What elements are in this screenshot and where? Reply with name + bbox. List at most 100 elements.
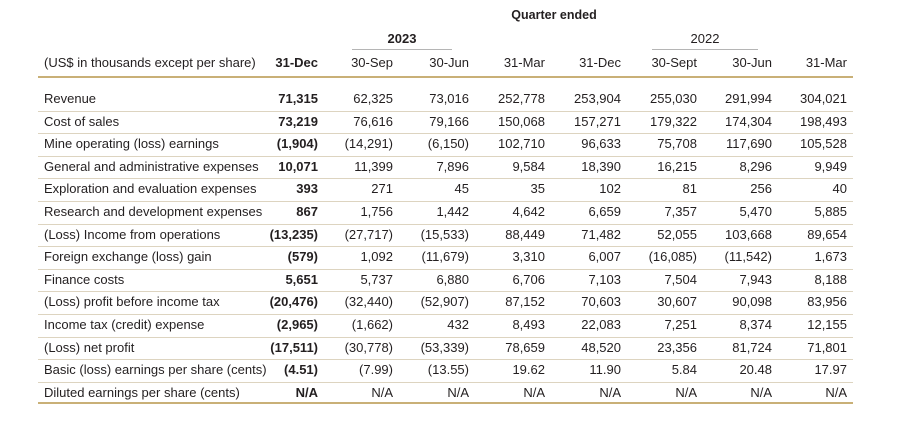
table-cell: 7,103 xyxy=(588,271,621,287)
column-header: 31-Dec xyxy=(579,55,621,70)
table-cell: 117,690 xyxy=(725,136,772,152)
table-cell: 70,603 xyxy=(581,294,621,310)
table-cell: 90,098 xyxy=(732,294,772,310)
table-cell: (13.55) xyxy=(427,362,469,378)
column-header: 30-Jun xyxy=(429,55,469,70)
table-row: Exploration and evaluation expenses 393 27… xyxy=(0,179,897,202)
row-label: Income tax (credit) expense xyxy=(44,316,205,332)
table-cell: N/A xyxy=(675,384,697,400)
table-cell: 71,315 xyxy=(278,91,318,106)
year-2022-rule xyxy=(652,49,758,50)
table-row: Research and development expenses 867 1,75… xyxy=(0,202,897,225)
table-cell: (4.51) xyxy=(284,362,318,378)
table-cell: 18,390 xyxy=(581,158,621,174)
table-body: Revenue 71,315 62,325 73,016 252,778 253,904 2… xyxy=(0,89,897,405)
table-cell: (11,542) xyxy=(724,249,772,265)
table-cell: 71,482 xyxy=(581,226,621,242)
row-divider xyxy=(38,200,853,202)
table-row: Mine operating (loss) earnings (1,904) (14… xyxy=(0,134,897,157)
column-header: 31-Mar xyxy=(503,55,545,70)
table-cell: 1,673 xyxy=(814,249,847,265)
table-cell: 5,885 xyxy=(814,203,847,219)
row-label: Foreign exchange (loss) gain xyxy=(44,249,212,265)
table-row: (Loss) profit before income tax (20,476) (… xyxy=(0,292,897,315)
table-cell: 393 xyxy=(296,181,318,197)
row-label: Research and development expenses xyxy=(44,203,263,219)
row-divider xyxy=(38,155,853,157)
row-label: Diluted earnings per share (cents) xyxy=(44,384,240,400)
table-cell: 105,528 xyxy=(800,136,847,152)
table-cell: (27,717) xyxy=(344,226,393,242)
table-cell: 96,633 xyxy=(581,136,621,152)
table-cell: 11.90 xyxy=(589,362,621,378)
quarter-ended-heading: Quarter ended xyxy=(511,8,597,22)
table-row: Diluted earnings per share (cents) N/A N/A… xyxy=(0,383,897,406)
column-header: 31-Dec xyxy=(275,55,318,70)
row-divider xyxy=(38,223,853,225)
table-cell: 5,651 xyxy=(285,271,318,287)
table-cell: N/A xyxy=(371,384,393,400)
table-cell: 6,706 xyxy=(512,271,545,287)
table-cell: 10,071 xyxy=(278,158,318,174)
table-cell: 102,710 xyxy=(498,136,545,152)
table-row: Revenue 71,315 62,325 73,016 252,778 253,904 2… xyxy=(0,89,897,112)
table-cell: 1,756 xyxy=(360,203,393,219)
table-cell: 7,504 xyxy=(664,271,697,287)
table-row: (Loss) net profit (17,511) (30,778) (53,339… xyxy=(0,338,897,361)
table-row: Foreign exchange (loss) gain (579) 1,092 (1… xyxy=(0,247,897,270)
table-cell: N/A xyxy=(825,384,847,400)
table-cell: (1,904) xyxy=(276,136,318,152)
table-cell: 9,949 xyxy=(814,158,847,174)
table-cell: (32,440) xyxy=(344,294,393,310)
table-cell: 4,642 xyxy=(512,203,545,219)
row-divider xyxy=(38,313,853,315)
table-cell: 1,092 xyxy=(360,249,393,265)
table-cell: 30,607 xyxy=(657,294,697,310)
table-cell: N/A xyxy=(523,384,545,400)
table-cell: 48,520 xyxy=(581,339,621,355)
table-cell: 432 xyxy=(447,316,469,332)
table-cell: 9,584 xyxy=(512,158,545,174)
table-cell: 304,021 xyxy=(800,91,847,106)
table-cell: 19.62 xyxy=(512,362,545,378)
table-cell: 62,325 xyxy=(353,91,393,106)
column-header: 31-Mar xyxy=(805,55,847,70)
table-cell: 867 xyxy=(296,203,318,219)
table-cell: 1,442 xyxy=(436,203,469,219)
table-cell: 81,724 xyxy=(732,339,772,355)
table-cell: 271 xyxy=(371,181,393,197)
row-divider xyxy=(38,246,853,248)
table-cell: 76,616 xyxy=(353,113,393,129)
table-cell: 256 xyxy=(750,181,772,197)
table-cell: (1,662) xyxy=(351,316,393,332)
table-cell: (20,476) xyxy=(269,294,318,310)
table-cell: (30,778) xyxy=(344,339,393,355)
table-cell: N/A xyxy=(295,384,318,400)
table-row: Basic (loss) earnings per share (cents) (… xyxy=(0,360,897,383)
year-2022-heading: 2022 xyxy=(690,31,720,46)
table-cell: 174,304 xyxy=(725,113,772,129)
table-cell: 157,271 xyxy=(574,113,621,129)
table-cell: 83,956 xyxy=(807,294,847,310)
table-cell: 81 xyxy=(682,181,697,197)
table-cell: (2,965) xyxy=(276,316,318,332)
row-divider xyxy=(38,336,853,338)
table-cell: 88,449 xyxy=(505,226,545,242)
table-cell: 198,493 xyxy=(800,113,847,129)
row-label: Mine operating (loss) earnings xyxy=(44,136,219,152)
table-cell: 16,215 xyxy=(657,158,697,174)
table-cell: 6,880 xyxy=(436,271,469,287)
table-cell: 6,007 xyxy=(588,249,621,265)
row-label: Exploration and evaluation expenses xyxy=(44,181,257,197)
table-cell: 78,659 xyxy=(505,339,545,355)
table-cell: 11,399 xyxy=(354,158,393,174)
header-rule xyxy=(38,76,853,78)
table-cell: 45 xyxy=(454,181,469,197)
row-divider xyxy=(38,110,853,112)
table-cell: 73,016 xyxy=(429,91,469,106)
table-cell: 3,310 xyxy=(512,249,545,265)
table-cell: 87,152 xyxy=(505,294,545,310)
year-2023-heading: 2023 xyxy=(387,31,417,46)
year-2023-rule xyxy=(352,49,452,50)
bottom-rule xyxy=(38,402,853,404)
